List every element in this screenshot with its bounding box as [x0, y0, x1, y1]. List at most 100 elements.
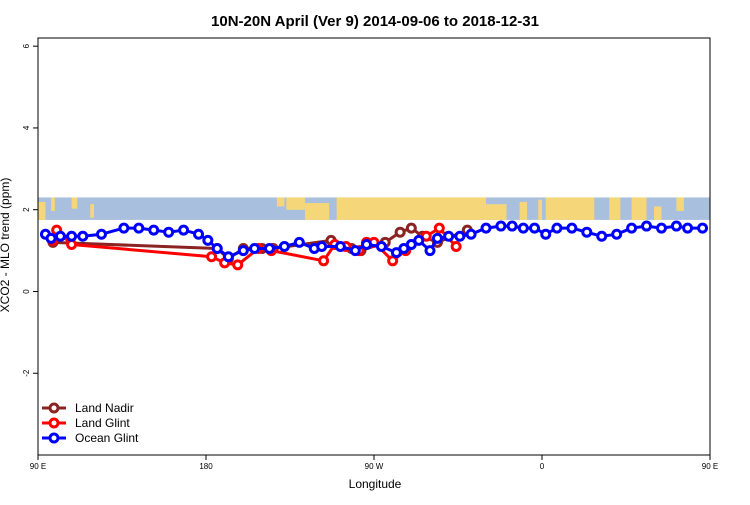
- series-line: [44, 224, 703, 259]
- data-point: [178, 224, 190, 236]
- data-point: [316, 241, 328, 252]
- map-land: [286, 197, 305, 210]
- legend-marker: [48, 417, 60, 429]
- data-point: [361, 238, 373, 250]
- data-point: [318, 255, 330, 267]
- chart-title: 10N-20N April (Ver 9) 2014-09-06 to 2018…: [211, 13, 539, 30]
- data-point: [77, 230, 89, 242]
- map-land: [538, 199, 542, 220]
- y-tick-label: 2: [22, 207, 31, 212]
- legend-label: Ocean Glint: [75, 431, 139, 445]
- data-point: [551, 222, 563, 234]
- data-point: [45, 232, 57, 244]
- y-tick-label: 0: [22, 289, 31, 294]
- data-point: [211, 243, 223, 255]
- data-point: [278, 241, 290, 252]
- map-land: [336, 197, 486, 220]
- data-point: [566, 222, 578, 234]
- map-land: [304, 203, 330, 220]
- data-point: [641, 220, 653, 232]
- data-point: [443, 230, 455, 242]
- map-land: [51, 197, 55, 211]
- x-axis-label: Longitude: [349, 477, 402, 491]
- data-point: [540, 228, 552, 240]
- data-point: [387, 255, 399, 267]
- map-land: [276, 197, 285, 207]
- data-point: [611, 228, 623, 240]
- legend-marker: [48, 432, 60, 444]
- data-point: [465, 228, 477, 240]
- map-strip: [38, 197, 710, 220]
- data-point: [517, 222, 529, 234]
- x-tick-label: 180: [199, 462, 213, 471]
- map-land: [676, 197, 684, 211]
- data-point: [581, 226, 593, 238]
- data-point: [495, 220, 507, 232]
- legend-label: Land Glint: [75, 416, 130, 430]
- map-land: [71, 197, 78, 209]
- y-tick-label: -2: [22, 369, 31, 377]
- data-point: [450, 241, 462, 252]
- map-land: [609, 197, 621, 220]
- series-group: [39, 220, 709, 271]
- map-land: [545, 197, 595, 220]
- data-point: [118, 222, 130, 234]
- data-point: [670, 220, 682, 232]
- data-point: [413, 234, 425, 246]
- y-axis-label: XCO2 - MLO trend (ppm): [0, 178, 12, 313]
- data-point: [431, 232, 443, 244]
- x-tick-label: 90 W: [365, 462, 384, 471]
- map-land: [486, 204, 507, 220]
- data-point: [148, 224, 160, 236]
- data-point: [232, 259, 244, 271]
- data-point: [95, 228, 107, 240]
- series-ocean-glint: [39, 220, 709, 263]
- data-point: [54, 230, 66, 242]
- data-point: [206, 251, 218, 263]
- data-point: [293, 236, 305, 248]
- data-point: [433, 222, 445, 234]
- legend-item: Land Nadir: [42, 401, 134, 415]
- data-point: [133, 222, 145, 234]
- data-point: [454, 230, 466, 242]
- data-point: [655, 222, 667, 234]
- map-land: [631, 197, 647, 220]
- data-point: [334, 241, 346, 252]
- data-point: [222, 251, 234, 263]
- data-point: [424, 245, 436, 257]
- x-tick-label: 90 E: [30, 462, 46, 471]
- data-point: [480, 222, 492, 234]
- data-point: [697, 222, 709, 234]
- data-point: [626, 222, 638, 234]
- data-point: [249, 243, 261, 255]
- data-point: [596, 230, 608, 242]
- data-point: [682, 222, 694, 234]
- data-point: [163, 226, 175, 238]
- x-tick-label: 0: [540, 462, 545, 471]
- y-tick-label: 4: [22, 125, 31, 130]
- data-point: [394, 226, 406, 238]
- data-point: [349, 245, 361, 257]
- data-point: [66, 230, 78, 242]
- legend-item: Ocean Glint: [42, 431, 139, 445]
- data-point: [405, 222, 417, 234]
- data-point: [375, 241, 387, 252]
- y-tick-label: 6: [22, 43, 31, 48]
- data-point: [529, 222, 541, 234]
- map-land: [38, 201, 46, 220]
- x-tick-label: 90 E: [702, 462, 718, 471]
- map-land: [90, 204, 94, 218]
- legend-item: Land Glint: [42, 416, 130, 430]
- legend-marker: [48, 402, 60, 414]
- data-point: [202, 234, 214, 246]
- legend-label: Land Nadir: [75, 401, 134, 415]
- data-point: [506, 220, 518, 232]
- data-point: [237, 245, 249, 257]
- map-land: [519, 201, 528, 220]
- data-point: [263, 243, 275, 255]
- data-point: [193, 228, 205, 240]
- map-land: [654, 206, 662, 220]
